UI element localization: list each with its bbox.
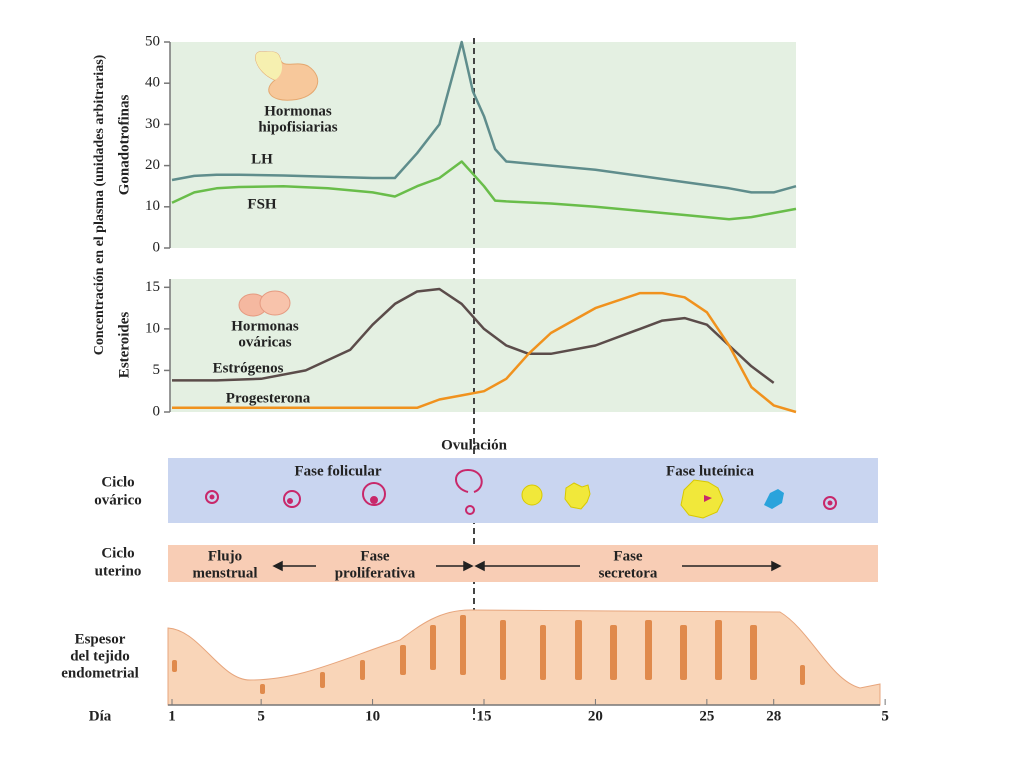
y-tick-label: 0 [153, 239, 161, 255]
endometrium-glands [172, 615, 805, 694]
y-tick-label: 40 [145, 75, 160, 91]
x-tick-label: 15 [477, 708, 492, 724]
ovary-icon [238, 290, 291, 317]
follicle-icons [205, 468, 837, 515]
series-label: LH [251, 151, 273, 167]
phase-label: Fase [613, 548, 643, 564]
phase-label: Fase [360, 548, 390, 564]
series-line [172, 291, 797, 414]
corpus-luteum-icons [521, 479, 784, 519]
x-tick-label: 20 [588, 708, 603, 724]
x-tick-label: 25 [699, 708, 714, 724]
series-line [172, 287, 775, 384]
y-tick-label: 5 [153, 362, 161, 378]
phase-label: proliferativa [335, 565, 416, 581]
y-tick-label: 10 [145, 198, 160, 214]
y-tick-label: 50 [145, 33, 160, 49]
x-tick-label: 10 [365, 708, 380, 724]
y-axis-title: Gonadotrofinas [116, 95, 132, 196]
uterine-label: uterino [95, 563, 142, 579]
uterine-band [168, 545, 878, 582]
ovarian-label: Ciclo [101, 474, 134, 490]
phase-label: secretora [599, 565, 658, 581]
x-tick-label: 5 [257, 708, 265, 724]
x-tick-label: 28 [766, 708, 781, 724]
series-label: FSH [247, 196, 277, 212]
endometrium-label: Espesor [75, 631, 126, 647]
phase-label: Flujo [208, 548, 242, 564]
y-tick-label: 30 [145, 116, 160, 132]
annotation: Hormonas [231, 318, 299, 334]
y-tick-label: 20 [145, 157, 160, 173]
series-line [171, 40, 797, 194]
series-line [171, 160, 797, 221]
y-axis-title: Esteroides [116, 312, 132, 379]
annotation: hipofisiarias [258, 119, 337, 135]
uterine-label: Ciclo [101, 545, 134, 561]
endometrium-label: del tejido [70, 648, 130, 664]
pituitary-icon [255, 51, 319, 101]
series-label: Progesterona [226, 390, 311, 406]
annotation: Hormonas [264, 103, 332, 119]
endometrium-label: endometrial [61, 665, 138, 681]
y-tick-label: 0 [153, 403, 161, 419]
y-tick-label: 15 [145, 279, 160, 295]
ovarian-label: ovárico [94, 492, 141, 508]
annotation: ováricas [238, 334, 291, 350]
phase-label: menstrual [193, 565, 258, 581]
x-tick-label: 5 [881, 708, 889, 724]
series-label: Estrógenos [213, 360, 284, 376]
endometrium [167, 609, 881, 706]
phase-label: Fase folicular [294, 463, 381, 479]
y-tick-label: 10 [145, 320, 160, 336]
phase-label: Fase luteínica [666, 463, 754, 479]
ovulation-label: Ovulación [441, 437, 508, 453]
phase-arrows [272, 560, 782, 572]
y-axis-label: Concentración en el plasma (unidades arb… [92, 54, 107, 355]
x-tick-label: 1 [168, 708, 176, 724]
x-axis-title: Día [89, 708, 112, 724]
